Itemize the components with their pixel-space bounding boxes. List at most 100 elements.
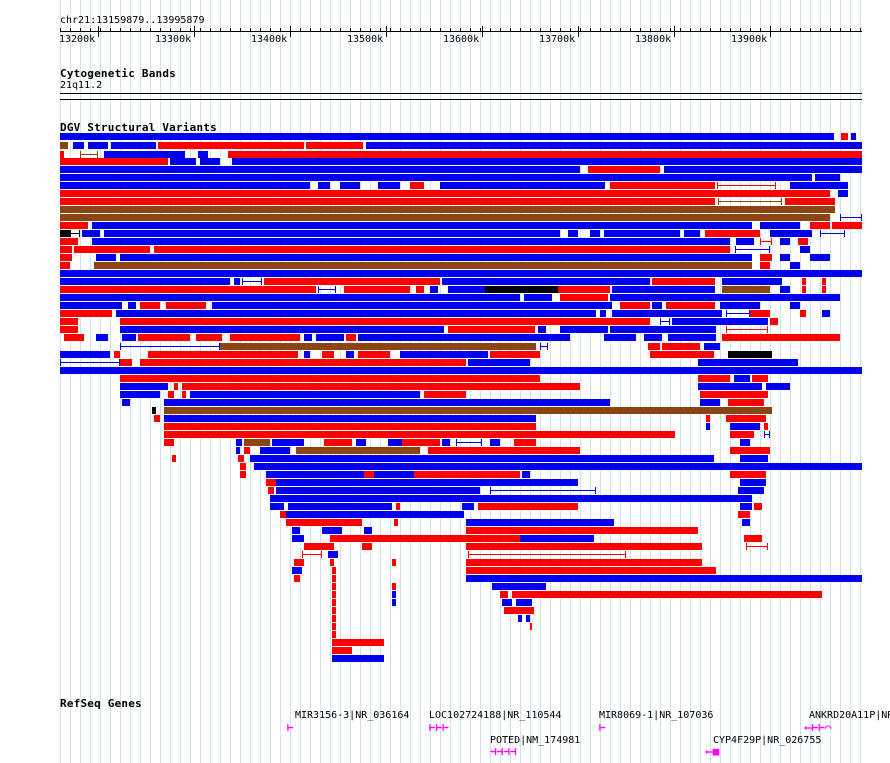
- sv-feature[interactable]: [111, 142, 156, 149]
- sv-feature[interactable]: [520, 535, 528, 542]
- sv-feature[interactable]: [490, 439, 500, 446]
- sv-feature[interactable]: [332, 623, 336, 630]
- sv-feature[interactable]: [140, 359, 466, 366]
- sv-feature[interactable]: [526, 615, 530, 622]
- sv-feature[interactable]: [448, 326, 535, 333]
- sv-feature[interactable]: [220, 343, 536, 350]
- sv-feature[interactable]: [266, 479, 280, 486]
- sv-feature[interactable]: [122, 334, 136, 341]
- sv-feature[interactable]: [74, 246, 150, 253]
- sv-feature[interactable]: [790, 182, 848, 189]
- sv-feature[interactable]: [280, 511, 290, 518]
- sv-feature[interactable]: [344, 286, 410, 293]
- sv-feature[interactable]: [318, 182, 330, 189]
- sv-feature[interactable]: [760, 254, 772, 261]
- sv-feature[interactable]: [462, 503, 474, 510]
- sv-feature[interactable]: [504, 607, 534, 614]
- sv-feature[interactable]: [268, 487, 274, 494]
- sv-feature[interactable]: [720, 302, 760, 309]
- sv-feature[interactable]: [138, 334, 190, 341]
- sv-feature[interactable]: [260, 447, 290, 454]
- sv-feature[interactable]: [644, 334, 662, 341]
- sv-feature[interactable]: [244, 447, 250, 454]
- sv-feature[interactable]: [182, 383, 580, 390]
- sv-feature[interactable]: [60, 174, 812, 181]
- sv-feature[interactable]: [730, 471, 766, 478]
- sv-feature[interactable]: [502, 599, 512, 606]
- sv-feature[interactable]: [448, 286, 485, 293]
- sv-feature[interactable]: [120, 326, 444, 333]
- sv-feature[interactable]: [332, 583, 336, 590]
- sv-feature[interactable]: [396, 503, 400, 510]
- sv-feature[interactable]: [841, 133, 848, 140]
- sv-feature[interactable]: [120, 359, 132, 366]
- sv-feature[interactable]: [230, 334, 300, 341]
- sv-feature[interactable]: [358, 334, 570, 341]
- sv-feature[interactable]: [410, 182, 424, 189]
- sv-feature[interactable]: [170, 158, 196, 165]
- sv-feature[interactable]: [294, 575, 300, 582]
- sv-feature[interactable]: [652, 278, 715, 285]
- sv-feature[interactable]: [392, 583, 396, 590]
- sv-feature[interactable]: [92, 222, 752, 229]
- sv-feature[interactable]: [738, 487, 764, 494]
- sv-feature[interactable]: [512, 591, 822, 598]
- sv-feature[interactable]: [466, 575, 862, 582]
- sv-feature[interactable]: [650, 351, 714, 358]
- sv-feature[interactable]: [492, 583, 546, 590]
- sv-feature[interactable]: [440, 182, 605, 189]
- sv-feature[interactable]: [60, 166, 580, 173]
- sv-feature[interactable]: [272, 439, 304, 446]
- sv-feature[interactable]: [770, 318, 778, 325]
- sv-feature[interactable]: [122, 399, 130, 406]
- sv-feature[interactable]: [232, 158, 862, 165]
- sv-feature[interactable]: [800, 246, 810, 253]
- sv-feature[interactable]: [250, 455, 714, 462]
- sv-feature[interactable]: [60, 158, 168, 165]
- sv-feature[interactable]: [288, 503, 392, 510]
- sv-feature[interactable]: [394, 519, 398, 526]
- sv-feature[interactable]: [304, 351, 310, 358]
- sv-feature[interactable]: [60, 151, 64, 158]
- sv-feature[interactable]: [610, 326, 716, 333]
- sv-feature[interactable]: [332, 655, 384, 662]
- sv-feature[interactable]: [164, 423, 536, 430]
- sv-feature[interactable]: [270, 495, 276, 502]
- sv-feature[interactable]: [332, 575, 336, 582]
- sv-feature[interactable]: [560, 294, 608, 301]
- sv-feature[interactable]: [60, 326, 78, 333]
- sv-feature[interactable]: [604, 334, 636, 341]
- sv-feature[interactable]: [442, 439, 450, 446]
- sv-feature[interactable]: [478, 503, 578, 510]
- sv-feature[interactable]: [442, 278, 650, 285]
- sv-feature[interactable]: [182, 391, 186, 398]
- sv-feature[interactable]: [698, 375, 730, 382]
- sv-feature[interactable]: [752, 375, 768, 382]
- sv-feature[interactable]: [306, 142, 363, 149]
- sv-feature[interactable]: [330, 559, 334, 566]
- sv-feature[interactable]: [485, 286, 558, 293]
- sv-feature[interactable]: [264, 278, 440, 285]
- sv-feature[interactable]: [294, 559, 304, 566]
- sv-feature[interactable]: [120, 254, 752, 261]
- sv-feature[interactable]: [668, 334, 716, 341]
- sv-feature[interactable]: [822, 278, 826, 285]
- sv-feature[interactable]: [780, 238, 790, 245]
- sv-feature[interactable]: [728, 399, 764, 406]
- sv-feature[interactable]: [790, 302, 800, 309]
- sv-feature[interactable]: [64, 334, 84, 341]
- sv-feature[interactable]: [60, 351, 110, 358]
- sv-feature[interactable]: [528, 535, 594, 542]
- sv-feature[interactable]: [730, 447, 770, 454]
- sv-feature[interactable]: [60, 133, 834, 140]
- sv-feature[interactable]: [514, 439, 536, 446]
- sv-feature[interactable]: [120, 318, 650, 325]
- sv-feature[interactable]: [424, 391, 466, 398]
- sv-feature[interactable]: [324, 439, 352, 446]
- sv-feature[interactable]: [60, 318, 78, 325]
- sv-feature[interactable]: [392, 599, 396, 606]
- sv-feature[interactable]: [60, 246, 72, 253]
- sv-feature[interactable]: [810, 254, 830, 261]
- sv-feature[interactable]: [190, 391, 420, 398]
- sv-feature[interactable]: [666, 302, 715, 309]
